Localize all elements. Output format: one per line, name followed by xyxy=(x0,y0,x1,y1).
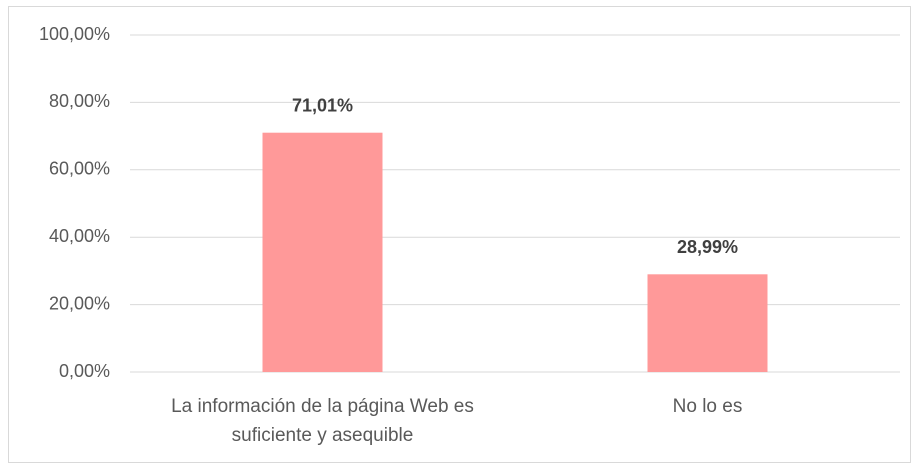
y-tick-label: 100,00% xyxy=(39,24,110,44)
x-tick-label: La información de la página Web es sufic… xyxy=(171,396,474,446)
data-label: 28,99% xyxy=(677,237,738,257)
bar xyxy=(262,132,383,372)
y-tick-label: 40,00% xyxy=(49,226,110,246)
y-tick-label: 0,00% xyxy=(59,361,110,381)
y-tick-label: 20,00% xyxy=(49,293,110,313)
chart-frame xyxy=(8,6,911,463)
bar xyxy=(647,274,768,372)
data-label: 71,01% xyxy=(292,95,353,115)
x-tick-label: No lo es xyxy=(672,396,743,417)
y-tick-label: 60,00% xyxy=(49,159,110,179)
y-tick-label: 80,00% xyxy=(49,91,110,111)
